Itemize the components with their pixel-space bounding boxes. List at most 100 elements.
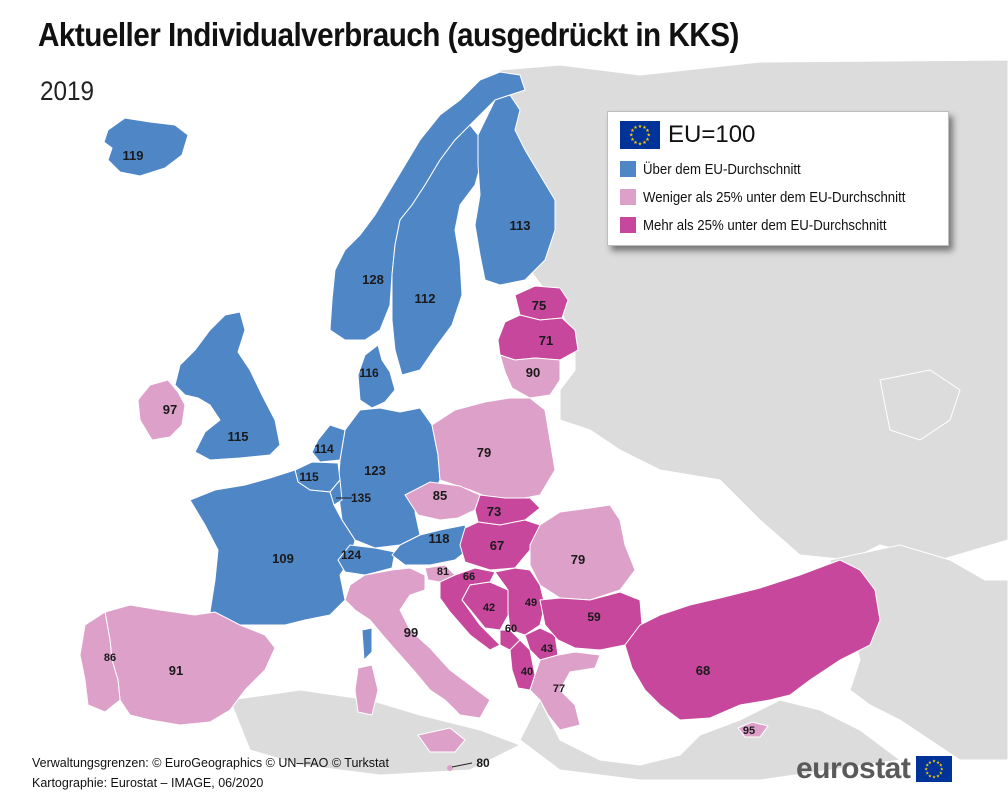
svg-text:★: ★ [932,759,936,765]
value-austria: 118 [429,531,450,546]
footer-cartography-credit: Kartographie: Eurostat – IMAGE, 06/2020 [32,776,264,790]
region-turkey [624,559,881,721]
value-romania: 79 [571,552,585,567]
value-united-kingdom: 115 [228,429,249,444]
region-lithuania [499,354,561,399]
value-serbia: 49 [525,597,537,609]
svg-text:★: ★ [633,140,638,146]
legend-header: ★ ★ ★ ★ ★ ★ ★ ★ ★ ★ ★ ★ EU=100 [620,120,755,150]
svg-text:★: ★ [940,767,944,773]
region-greece [529,651,601,731]
region-slovakia [474,494,541,526]
svg-text:★: ★ [936,760,940,766]
value-estonia: 75 [532,298,546,313]
value-bosnia: 42 [483,602,495,614]
value-albania: 40 [521,666,533,678]
value-lithuania: 90 [526,365,540,380]
region-sardinia [354,664,379,716]
svg-text:★: ★ [630,137,635,143]
region-germany [337,407,441,549]
value-slovakia: 73 [487,504,501,519]
region-sweden [391,124,483,376]
value-italy: 99 [404,625,418,640]
svg-text:★: ★ [939,762,943,768]
value-croatia: 66 [463,571,475,583]
svg-text:★: ★ [642,140,647,146]
region-croatia [439,567,501,651]
value-montenegro: 60 [505,623,517,635]
legend-swatch [620,161,636,177]
malta-leader-line [451,762,473,768]
value-sweden: 112 [415,291,436,306]
region-corsica [361,627,373,662]
svg-text:★: ★ [645,128,650,134]
value-denmark: 116 [359,366,379,380]
legend-item-less-25: Weniger als 25% unter dem EU-Durchschnit… [620,188,941,206]
legend-swatch [620,217,636,233]
value-slovenia: 81 [437,566,449,578]
region-italy [344,567,491,719]
svg-text:★: ★ [630,128,635,134]
svg-text:★: ★ [638,124,643,130]
legend-item-above: Über dem EU-Durchschnitt [620,160,822,178]
region-romania [529,504,636,601]
value-finland: 113 [510,218,531,233]
legend-item-more-25: Mehr als 25% unter dem EU-Durchschnitt [620,216,920,234]
svg-text:★: ★ [928,773,932,779]
svg-text:★: ★ [928,760,932,766]
value-north-macedonia: 43 [541,643,553,655]
value-bulgaria: 59 [587,610,601,624]
value-belgium: 115 [299,470,319,484]
svg-text:★: ★ [638,141,643,147]
region-sicily [417,727,466,753]
legend-title: EU=100 [668,121,756,148]
value-luxembourg: 135 [351,491,371,505]
legend-label: Weniger als 25% unter dem EU-Durchschnit… [643,188,906,206]
value-latvia: 71 [539,333,553,348]
value-france: 109 [272,551,294,566]
legend-label: Mehr als 25% unter dem EU-Durchschnitt [643,216,887,234]
map-legend: ★ ★ ★ ★ ★ ★ ★ ★ ★ ★ ★ ★ EU=100 Über dem EU-Durch… [607,111,949,246]
value-portugal: 86 [104,652,116,664]
eurostat-logo: eurostat ★ ★ ★ ★ ★ ★ ★ ★ ★ ★ ★ ★ [796,752,953,786]
region-denmark [357,344,396,409]
legend-label: Über dem EU-Durchschnitt [643,160,801,178]
value-czechia: 85 [433,488,447,503]
svg-text:★: ★ [645,137,650,143]
page-title: Aktueller Individualverbrauch (ausgedrüc… [38,16,739,53]
region-iceland [103,117,189,177]
region-united-kingdom [174,311,281,461]
value-malta: 80 [476,756,490,770]
page-subtitle: 2019 [40,76,95,106]
value-greece: 77 [553,683,565,695]
footer-boundaries-credit: Verwaltungsgrenzen: © EuroGeographics © … [32,756,389,770]
value-norway: 128 [362,272,384,287]
value-ireland: 97 [163,402,177,417]
region-finland [474,94,556,286]
region-malta [447,765,453,771]
svg-text:★: ★ [932,774,936,780]
svg-text:★: ★ [936,773,940,779]
brand-name: eurostat [796,752,911,785]
region-serbia [494,567,546,636]
svg-text:★: ★ [646,133,651,139]
legend-swatch [620,189,636,205]
value-iceland: 119 [123,148,144,163]
svg-text:★: ★ [629,133,634,139]
value-germany: 123 [364,463,386,478]
svg-text:★: ★ [642,125,647,131]
svg-text:★: ★ [633,125,638,131]
region-switzerland [337,544,396,576]
eu-flag-icon: ★ ★ ★ ★ ★ ★ ★ ★ ★ ★ ★ ★ [916,756,953,782]
value-poland: 79 [477,445,491,460]
value-hungary: 67 [490,538,504,553]
region-portugal [79,611,121,713]
region-ireland [137,379,186,441]
value-turkey: 68 [696,663,710,678]
value-switzerland: 124 [341,548,361,562]
value-cyprus: 95 [743,725,755,737]
region-cyprus [737,721,769,738]
svg-text:★: ★ [939,771,943,777]
value-netherlands: 114 [314,442,334,456]
eu-flag-icon: ★ ★ ★ ★ ★ ★ ★ ★ ★ ★ ★ ★ [620,121,660,149]
